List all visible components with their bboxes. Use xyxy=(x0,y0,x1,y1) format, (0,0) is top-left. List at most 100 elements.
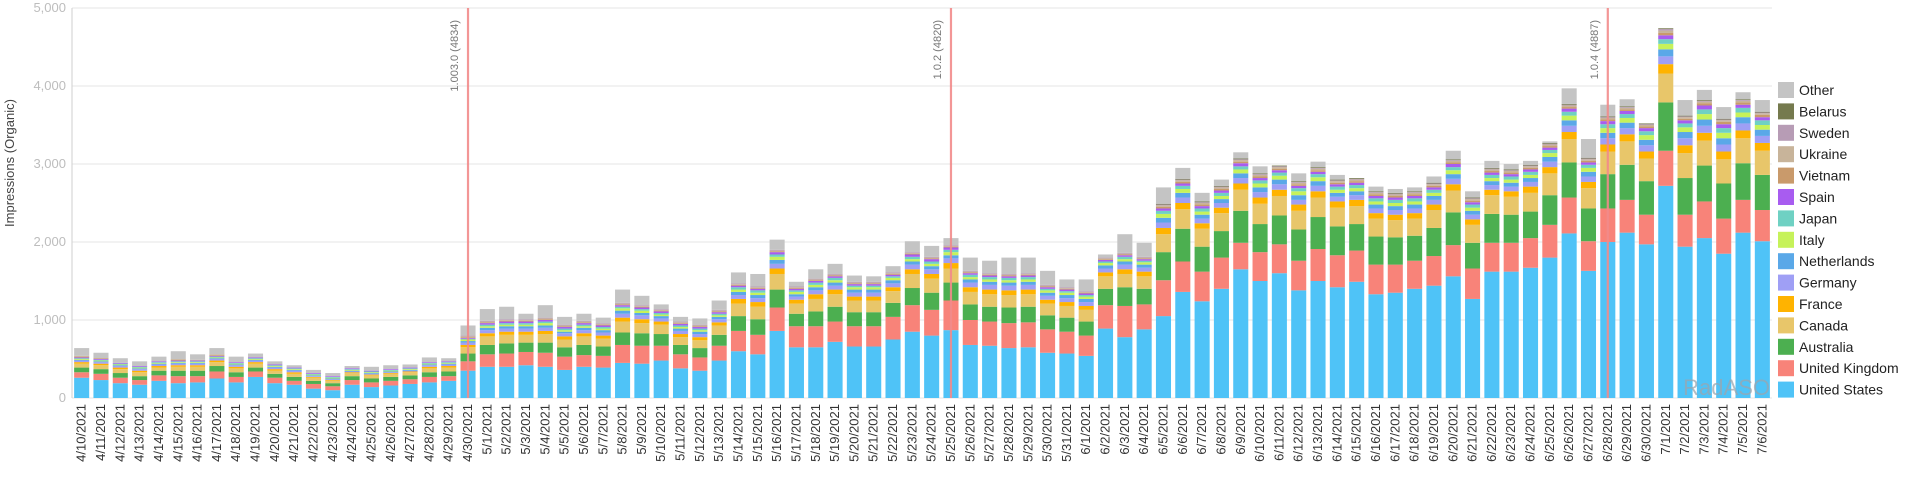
bar-segment-italy xyxy=(1658,43,1674,50)
bar-segment-japan xyxy=(982,277,998,280)
bar-segment-united-states xyxy=(962,344,978,398)
bar-segment-netherlands xyxy=(924,266,940,270)
legend-swatch xyxy=(1778,296,1794,312)
bar-segment-italy xyxy=(1522,174,1539,179)
bar-segment-netherlands xyxy=(808,287,824,291)
bar-segment-sweden xyxy=(1580,158,1597,160)
bar-segment-australia xyxy=(267,373,283,378)
bar-segment-united-kingdom xyxy=(866,326,882,347)
bar-segment-sweden xyxy=(1465,198,1481,200)
x-tick-label: 6/30/2021 xyxy=(1638,404,1653,462)
bar-segment-ukraine xyxy=(170,359,186,360)
bar-segment-ukraine xyxy=(692,325,708,327)
bar-segment-united-states xyxy=(1503,271,1519,398)
legend-label: United Kingdom xyxy=(1799,360,1899,376)
bar-segment-canada xyxy=(151,367,167,371)
bar-segment-france xyxy=(1175,203,1191,210)
bar-segment-vietnam xyxy=(209,355,225,356)
bar-segment-italy xyxy=(305,374,322,376)
bar-segment-spain xyxy=(112,362,128,364)
bar-segment-canada xyxy=(692,340,708,349)
bar-segment-italy xyxy=(1059,292,1075,296)
bar-segment-belarus xyxy=(1194,201,1210,203)
bar-segment-sweden xyxy=(1252,174,1268,175)
bar-segment-other xyxy=(228,356,244,363)
bar-segment-united-kingdom xyxy=(151,375,167,381)
bar-segment-canada xyxy=(904,273,920,289)
bar-segment-vietnam xyxy=(93,358,109,359)
bar-segment-australia xyxy=(363,378,379,383)
bar-segment-other xyxy=(1503,164,1519,170)
x-tick-label: 5/2/2021 xyxy=(499,404,514,455)
bar-segment-spain xyxy=(518,321,534,324)
bar-segment-other xyxy=(344,366,360,369)
bar-segment-canada xyxy=(383,373,399,377)
bar-segment-australia xyxy=(499,343,515,354)
bar-segment-italy xyxy=(93,360,109,362)
bar-segment-united-states xyxy=(247,376,264,398)
bar-segment-italy xyxy=(1638,135,1654,140)
bar-segment-united-kingdom xyxy=(1078,335,1094,356)
x-tick-label: 4/11/2021 xyxy=(93,404,108,461)
bar-segment-vietnam xyxy=(924,258,940,260)
legend-swatch xyxy=(1778,338,1794,355)
bar-segment-vietnam xyxy=(1271,168,1287,171)
legend-swatch xyxy=(1778,360,1794,377)
bar-segment-united-states xyxy=(1561,233,1577,398)
bar-segment-germany xyxy=(1136,267,1152,272)
bar-segment-ukraine xyxy=(904,252,920,254)
bar-segment-other xyxy=(653,304,669,310)
x-tick-label: 4/16/2021 xyxy=(190,404,205,462)
bar-segment-belarus xyxy=(1735,99,1751,101)
bar-segment-united-states xyxy=(1040,352,1056,398)
bar-segment-ukraine xyxy=(1503,171,1519,173)
bar-segment-germany xyxy=(1445,178,1461,185)
legend-label: Italy xyxy=(1799,232,1825,248)
bar-segment-france xyxy=(1638,151,1654,159)
bar-segment-other xyxy=(769,239,785,250)
bar-segment-united-states xyxy=(1426,285,1442,398)
bar-segment-italy xyxy=(982,279,998,282)
bar-segment-vietnam xyxy=(1349,181,1365,183)
bar-segment-italy xyxy=(904,259,920,262)
bar-segment-ukraine xyxy=(1291,182,1307,185)
bar-segment-united-states xyxy=(363,387,379,398)
bar-segment-spain xyxy=(808,281,824,283)
bar-segment-france xyxy=(1136,271,1152,277)
bar-segment-italy xyxy=(247,359,264,360)
bar-segment-france xyxy=(151,366,167,368)
bar-segment-australia xyxy=(305,380,322,384)
bar-segment-sweden xyxy=(1117,252,1133,254)
bar-segment-france xyxy=(1677,145,1693,154)
bar-segment-ukraine xyxy=(499,320,515,321)
bar-segment-germany xyxy=(1561,125,1577,133)
bar-segment-japan xyxy=(885,276,901,278)
bar-segment-other xyxy=(132,361,148,367)
bar-segment-australia xyxy=(441,371,457,377)
bar-segment-sweden xyxy=(808,278,824,280)
bar-segment-spain xyxy=(904,254,920,257)
bar-segment-italy xyxy=(1445,170,1461,175)
bar-segment-netherlands xyxy=(1503,182,1519,187)
bar-segment-japan xyxy=(228,362,244,364)
bar-segment-germany xyxy=(228,365,244,367)
bar-segment-france xyxy=(305,376,322,378)
bar-segment-italy xyxy=(750,292,766,296)
x-tick-label: 5/16/2021 xyxy=(769,404,784,462)
bar-segment-netherlands xyxy=(93,361,109,363)
x-tick-label: 5/4/2021 xyxy=(537,404,552,455)
bar-segment-united-kingdom xyxy=(1136,304,1152,330)
bar-segment-france xyxy=(1735,130,1751,139)
bar-segment-japan xyxy=(1542,149,1558,154)
bar-segment-italy xyxy=(74,359,90,360)
bar-segment-united-kingdom xyxy=(421,376,437,383)
bar-segment-japan xyxy=(730,287,747,290)
bar-segment-japan xyxy=(1445,167,1461,171)
bar-segment-ukraine xyxy=(1059,288,1075,289)
bar-segment-spain xyxy=(74,357,90,359)
bar-segment-ukraine xyxy=(808,279,824,281)
bar-segment-united-states xyxy=(1291,290,1307,398)
bar-segment-spain xyxy=(595,325,611,328)
bar-segment-japan xyxy=(962,274,978,278)
bar-segment-netherlands xyxy=(1271,179,1287,185)
